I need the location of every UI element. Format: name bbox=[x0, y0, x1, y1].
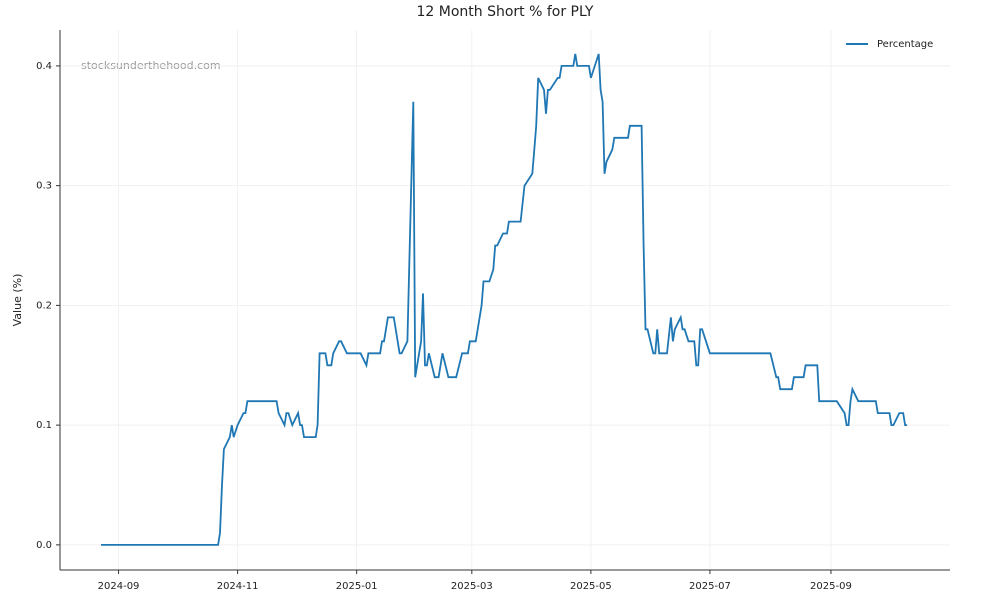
x-tick-label: 2025-07 bbox=[689, 581, 731, 592]
y-tick-label: 0.1 bbox=[36, 420, 52, 431]
x-tick-label: 2024-09 bbox=[98, 581, 140, 592]
x-tick-label: 2025-05 bbox=[570, 581, 612, 592]
y-tick-label: 0.0 bbox=[36, 540, 52, 551]
x-tick-label: 2024-11 bbox=[217, 581, 259, 592]
y-axis-label: Value (%) bbox=[11, 274, 24, 327]
x-tick-label: 2025-03 bbox=[451, 581, 493, 592]
y-tick-label: 0.2 bbox=[36, 300, 52, 311]
x-tick-label: 2025-09 bbox=[810, 581, 852, 592]
y-tick-label: 0.4 bbox=[36, 61, 52, 72]
legend-label: Percentage bbox=[877, 39, 933, 50]
chart-title: 12 Month Short % for PLY bbox=[416, 4, 593, 20]
x-tick-label: 2025-01 bbox=[336, 581, 378, 592]
watermark: stocksunderthehood.com bbox=[81, 59, 221, 72]
data-line bbox=[101, 53, 908, 546]
y-tick-label: 0.3 bbox=[36, 181, 52, 192]
